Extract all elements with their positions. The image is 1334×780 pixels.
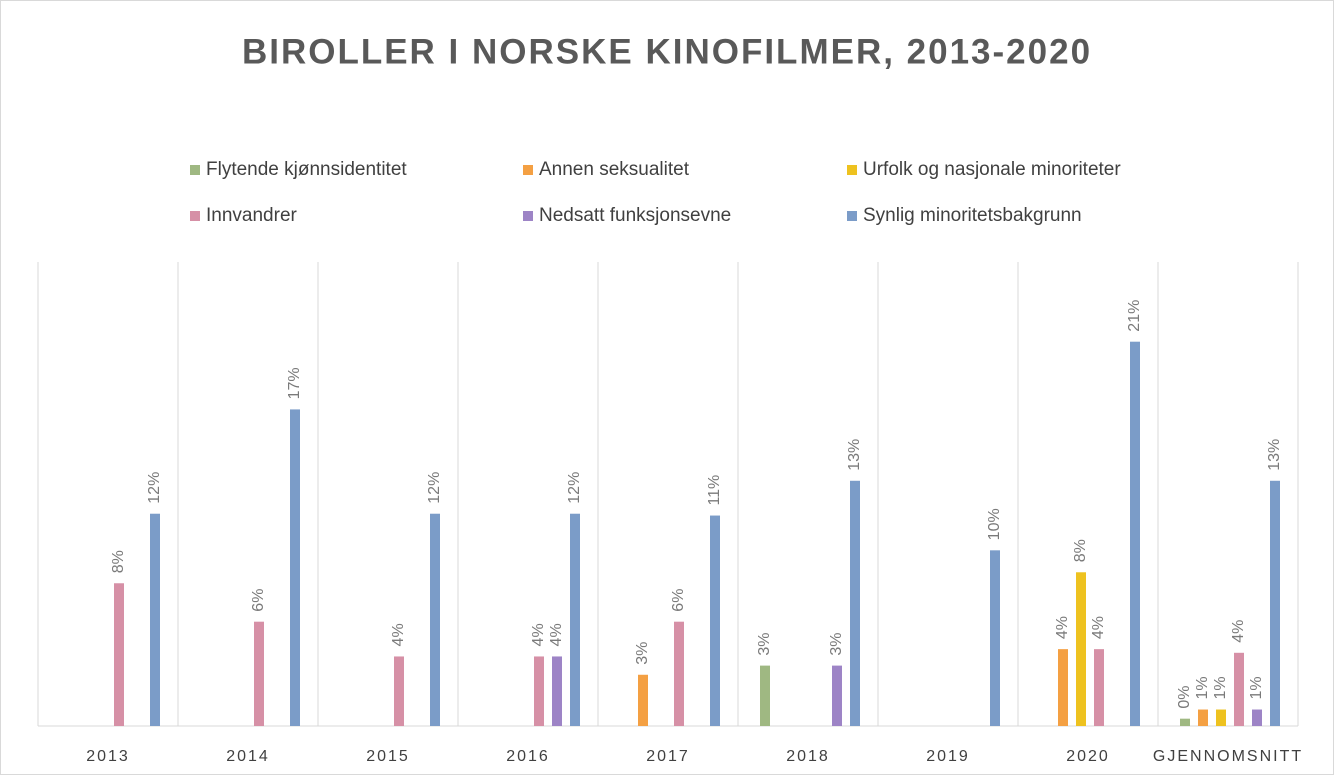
data-label: 6% bbox=[250, 589, 267, 612]
bar bbox=[570, 513, 580, 726]
bar bbox=[1198, 709, 1208, 726]
bar bbox=[114, 583, 124, 726]
data-label: 4% bbox=[1090, 616, 1107, 639]
bar bbox=[674, 621, 684, 726]
bar bbox=[1216, 709, 1226, 726]
legend-swatch bbox=[523, 211, 533, 221]
bar bbox=[760, 665, 770, 726]
bar bbox=[850, 480, 860, 726]
bar bbox=[1270, 480, 1280, 726]
legend-swatch bbox=[523, 165, 533, 175]
data-label: 3% bbox=[634, 642, 651, 665]
bar bbox=[710, 515, 720, 726]
x-tick-label: GJENNOMSNITT bbox=[1153, 748, 1303, 765]
data-label: 0% bbox=[1176, 686, 1193, 709]
x-tick-label: 2020 bbox=[1066, 748, 1110, 765]
data-label: 1% bbox=[1194, 676, 1211, 699]
bar bbox=[990, 550, 1000, 726]
data-label: 1% bbox=[1212, 676, 1229, 699]
data-label: 13% bbox=[846, 439, 863, 471]
data-label: 6% bbox=[670, 589, 687, 612]
data-label: 3% bbox=[756, 632, 773, 655]
bar bbox=[1058, 649, 1068, 726]
x-tick-label: 2018 bbox=[786, 748, 830, 765]
legend-label: Annen seksualitet bbox=[539, 159, 690, 180]
x-tick-label: 2015 bbox=[366, 748, 410, 765]
data-label: 1% bbox=[1248, 676, 1265, 699]
bar bbox=[1234, 652, 1244, 726]
data-label: 17% bbox=[286, 367, 303, 399]
bar bbox=[1252, 709, 1262, 726]
legend-label: Flytende kjønnsidentitet bbox=[206, 159, 407, 180]
x-tick-label: 2019 bbox=[926, 748, 970, 765]
data-label: 12% bbox=[146, 472, 163, 504]
bar bbox=[394, 656, 404, 726]
legend-swatch bbox=[190, 211, 200, 221]
bar bbox=[1076, 572, 1086, 726]
legend-label: Urfolk og nasjonale minoriteter bbox=[863, 159, 1121, 180]
x-tick-label: 2016 bbox=[506, 748, 550, 765]
data-label: 13% bbox=[1266, 439, 1283, 471]
x-tick-label: 2017 bbox=[646, 748, 690, 765]
bar bbox=[254, 621, 264, 726]
legend-label: Nedsatt funksjonsevne bbox=[539, 205, 731, 226]
bar bbox=[430, 513, 440, 726]
data-label: 10% bbox=[986, 508, 1003, 540]
chart-title: BIROLLER I NORSKE KINOFILMER, 2013-2020 bbox=[242, 32, 1092, 71]
legend-swatch bbox=[847, 165, 857, 175]
bar bbox=[290, 409, 300, 726]
bar bbox=[638, 674, 648, 726]
bar bbox=[534, 656, 544, 726]
legend-swatch bbox=[190, 165, 200, 175]
bar bbox=[1130, 341, 1140, 726]
bar bbox=[832, 665, 842, 726]
data-label: 4% bbox=[390, 623, 407, 646]
x-tick-label: 2013 bbox=[86, 748, 130, 765]
data-label: 4% bbox=[530, 623, 547, 646]
data-label: 12% bbox=[426, 472, 443, 504]
data-label: 21% bbox=[1126, 300, 1143, 332]
legend-label: Synlig minoritetsbakgrunn bbox=[863, 205, 1082, 226]
data-label: 3% bbox=[828, 632, 845, 655]
data-label: 4% bbox=[1054, 616, 1071, 639]
data-label: 8% bbox=[1072, 539, 1089, 562]
data-label: 4% bbox=[548, 623, 565, 646]
x-tick-label: 2014 bbox=[226, 748, 270, 765]
legend-swatch bbox=[847, 211, 857, 221]
data-label: 8% bbox=[110, 550, 127, 573]
bar bbox=[1094, 649, 1104, 726]
bar bbox=[552, 656, 562, 726]
bar bbox=[1180, 718, 1190, 726]
bar bbox=[150, 513, 160, 726]
legend-label: Innvandrer bbox=[206, 205, 298, 226]
data-label: 12% bbox=[566, 472, 583, 504]
data-label: 4% bbox=[1230, 620, 1247, 643]
data-label: 11% bbox=[706, 475, 723, 506]
